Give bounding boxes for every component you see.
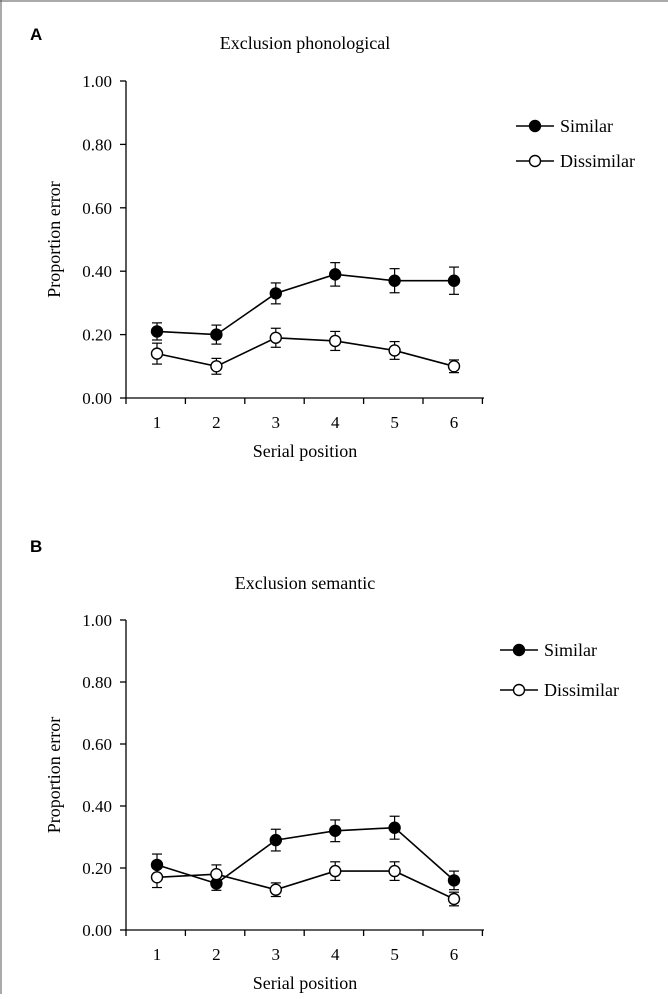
x-tick-label: 1 bbox=[153, 945, 162, 964]
data-point bbox=[329, 334, 342, 348]
legend-label: Dissimilar bbox=[560, 151, 635, 171]
x-tick-label: 5 bbox=[390, 413, 399, 432]
series-dissimilar bbox=[150, 861, 461, 907]
legend-marker bbox=[528, 154, 542, 168]
chart-title: Exclusion semantic bbox=[235, 573, 375, 593]
y-tick-label: 0.40 bbox=[82, 262, 112, 281]
x-tick-label: 4 bbox=[331, 945, 340, 964]
legend-label: Dissimilar bbox=[544, 680, 619, 700]
data-point bbox=[150, 347, 164, 360]
y-tick-label: 0.80 bbox=[82, 135, 112, 154]
series-line bbox=[156, 826, 455, 885]
legend-marker bbox=[512, 683, 526, 697]
data-point bbox=[210, 868, 223, 881]
x-tick-label: 2 bbox=[212, 945, 221, 964]
data-point bbox=[150, 871, 164, 884]
legend-label: Similar bbox=[560, 116, 613, 136]
data-point bbox=[388, 274, 401, 287]
y-tick-label: 0.00 bbox=[82, 921, 112, 940]
y-axis-label: Proportion error bbox=[44, 717, 64, 833]
y-tick-label: 0.20 bbox=[82, 859, 112, 878]
data-point bbox=[388, 344, 401, 357]
y-tick-label: 0.60 bbox=[82, 199, 112, 218]
data-point bbox=[210, 360, 223, 373]
x-tick-label: 6 bbox=[450, 413, 459, 432]
data-point bbox=[210, 328, 223, 341]
y-tick-label: 0.60 bbox=[82, 735, 112, 754]
x-tick-label: 3 bbox=[272, 945, 281, 964]
data-point bbox=[388, 821, 401, 834]
series-line bbox=[156, 870, 455, 900]
x-tick-label: 4 bbox=[331, 413, 340, 432]
panel-label: B bbox=[30, 537, 42, 556]
x-tick-label: 2 bbox=[212, 413, 221, 432]
legend-marker bbox=[528, 119, 542, 133]
data-point bbox=[329, 824, 342, 837]
panel-label: A bbox=[30, 25, 42, 44]
legend-label: Similar bbox=[544, 640, 597, 660]
y-tick-label: 0.40 bbox=[82, 797, 112, 816]
data-point bbox=[447, 892, 461, 906]
y-tick-label: 0.00 bbox=[82, 389, 112, 408]
data-point bbox=[388, 864, 401, 878]
x-tick-label: 1 bbox=[153, 413, 162, 432]
data-point bbox=[447, 274, 461, 287]
series-line bbox=[156, 273, 454, 336]
data-point bbox=[329, 864, 342, 878]
chart-title: Exclusion phonological bbox=[220, 33, 390, 53]
data-point bbox=[329, 268, 342, 281]
x-tick-label: 3 bbox=[272, 413, 281, 432]
data-point bbox=[447, 874, 461, 887]
data-point bbox=[269, 883, 282, 896]
y-axis-label: Proportion error bbox=[44, 181, 64, 297]
series-dissimilar bbox=[150, 327, 461, 375]
y-tick-label: 1.00 bbox=[82, 611, 112, 630]
data-point bbox=[269, 287, 282, 300]
data-point bbox=[269, 331, 282, 344]
series-similar bbox=[150, 815, 461, 891]
x-axis-label: Serial position bbox=[253, 441, 358, 461]
x-axis-label: Serial position bbox=[253, 973, 358, 993]
legend-marker bbox=[512, 643, 526, 657]
y-tick-label: 1.00 bbox=[82, 72, 112, 91]
x-tick-label: 5 bbox=[390, 945, 399, 964]
panel-a: A Exclusion phonological 0.00 0.20 0.40 0.60 0… bbox=[30, 25, 635, 461]
data-point bbox=[447, 360, 461, 373]
y-tick-label: 0.80 bbox=[82, 673, 112, 692]
data-point bbox=[269, 833, 282, 847]
x-tick-label: 6 bbox=[450, 945, 459, 964]
data-point bbox=[150, 325, 164, 338]
y-tick-label: 0.20 bbox=[82, 326, 112, 345]
series-similar bbox=[150, 262, 461, 345]
series-line bbox=[156, 336, 455, 368]
panel-b: B Exclusion semantic 0.00 0.20 0.40 0.60 0.80 1… bbox=[30, 537, 619, 993]
